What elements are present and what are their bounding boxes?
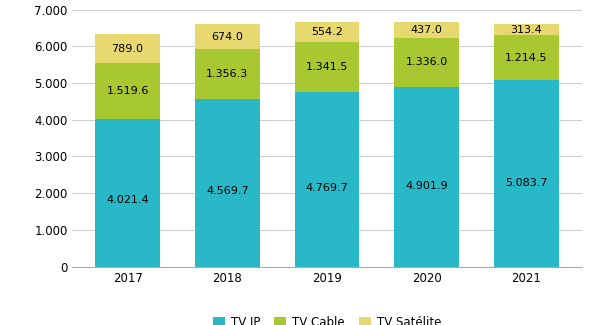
Bar <box>494 80 559 266</box>
Text: 674.0: 674.0 <box>211 32 243 42</box>
Bar <box>295 92 359 266</box>
Text: 437.0: 437.0 <box>411 25 443 35</box>
Text: 4.021.4: 4.021.4 <box>106 195 149 205</box>
Bar <box>195 99 260 266</box>
Text: 1.356.3: 1.356.3 <box>206 69 248 79</box>
Text: 1.214.5: 1.214.5 <box>505 53 548 63</box>
Bar <box>394 22 459 38</box>
Bar <box>95 63 160 119</box>
Text: 4.569.7: 4.569.7 <box>206 186 248 196</box>
Text: 5.083.7: 5.083.7 <box>505 177 548 188</box>
Bar <box>394 38 459 87</box>
Text: 789.0: 789.0 <box>112 44 143 54</box>
Legend: TV IP, TV Cable, TV Satélite: TV IP, TV Cable, TV Satélite <box>208 311 446 325</box>
Bar <box>295 42 359 92</box>
Text: 4.769.7: 4.769.7 <box>305 183 349 193</box>
Text: 313.4: 313.4 <box>511 25 542 35</box>
Text: 4.901.9: 4.901.9 <box>406 181 448 190</box>
Bar <box>494 24 559 35</box>
Text: 1.519.6: 1.519.6 <box>106 86 149 96</box>
Bar <box>195 49 260 99</box>
Bar <box>494 35 559 80</box>
Bar <box>95 119 160 266</box>
Text: 554.2: 554.2 <box>311 27 343 37</box>
Text: 1.341.5: 1.341.5 <box>306 62 348 72</box>
Bar <box>295 22 359 42</box>
Bar <box>394 87 459 266</box>
Text: 1.336.0: 1.336.0 <box>406 57 448 67</box>
Bar <box>195 24 260 49</box>
Bar <box>95 34 160 63</box>
